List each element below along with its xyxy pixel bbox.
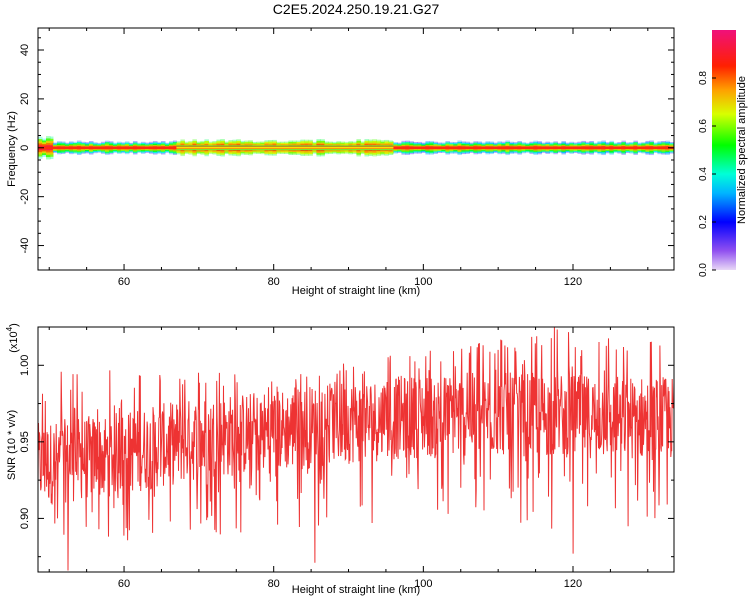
colorbar-tick-label: 0.0 xyxy=(698,263,709,277)
snr-multiplier-text: (x104) xyxy=(5,323,20,353)
heatmap-y-tick-label: -20 xyxy=(19,189,31,205)
snr-y-tick-label: 0.90 xyxy=(19,508,31,529)
colorbar-tick-label: 0.2 xyxy=(698,215,709,229)
heatmap-y-tick-label: 40 xyxy=(19,44,31,56)
snr-y-tick-label: 0.95 xyxy=(19,431,31,452)
snr-series-line xyxy=(38,327,674,571)
heatmap-x-tick-label: 80 xyxy=(268,276,280,288)
heatmap-plot-frame xyxy=(37,27,675,271)
colorbar-tick-label: 0.4 xyxy=(698,167,709,181)
heatmap-y-axis: 40 20 0 -20 -40 xyxy=(19,37,674,259)
snr-panel: 60 80 100 120 1.00 0.95 0.90 Height of straig… xyxy=(5,323,675,596)
colorbar-tick-label: 0.6 xyxy=(698,119,709,133)
heatmap-layer xyxy=(38,136,674,160)
heatmap-y-tick-label: 0 xyxy=(19,145,31,151)
snr-x-axis-label: Height of straight line (km) xyxy=(292,584,420,596)
snr-y-axis: 1.00 0.95 0.90 xyxy=(19,355,674,558)
snr-x-tick-label: 120 xyxy=(564,578,582,590)
heatmap-x-axis: 60 80 100 120 xyxy=(48,28,649,288)
snr-y-tick-label: 1.00 xyxy=(19,355,31,376)
heatmap-x-axis-label: Height of straight line (km) xyxy=(292,285,420,297)
heatmap-y-tick-label: 20 xyxy=(19,93,31,105)
colorbar: 0.0 0.2 0.4 0.6 0.8 Normalized spectral ampl… xyxy=(698,30,748,277)
snr-x-tick-label: 100 xyxy=(414,578,432,590)
snr-y-axis-label: SNR (10 * v/v) xyxy=(6,410,18,480)
snr-multiplier-exp: 4 xyxy=(5,326,14,331)
colorbar-tick-label: 0.8 xyxy=(698,71,709,85)
heatmap-x-tick-label: 120 xyxy=(564,276,582,288)
snr-x-tick-label: 80 xyxy=(268,578,280,590)
heatmap-ridge-core xyxy=(176,146,394,149)
snr-x-tick-label: 60 xyxy=(118,578,130,590)
colorbar-label: Normalized spectral amplitude xyxy=(736,76,748,224)
heatmap-y-axis-label: Frequency (Hz) xyxy=(6,111,18,187)
snr-multiplier: (x104) xyxy=(5,323,20,353)
heatmap-panel: 60 80 100 120 40 20 0 -20 -40 Height of straigh… xyxy=(6,27,675,297)
heatmap-y-tick-label: -40 xyxy=(19,238,31,254)
snr-plot-frame xyxy=(37,326,675,573)
colorbar-ticks: 0.0 0.2 0.4 0.6 0.8 xyxy=(698,71,716,277)
chart-title: C2E5.2024.250.19.21.G27 xyxy=(273,1,440,17)
snr-x-axis: 60 80 100 120 xyxy=(48,327,649,590)
colorbar-gradient xyxy=(712,30,736,270)
heatmap-x-tick-label: 60 xyxy=(118,276,130,288)
snr-multiplier-base: x10 xyxy=(8,331,20,349)
heatmap-x-tick-label: 100 xyxy=(414,276,432,288)
